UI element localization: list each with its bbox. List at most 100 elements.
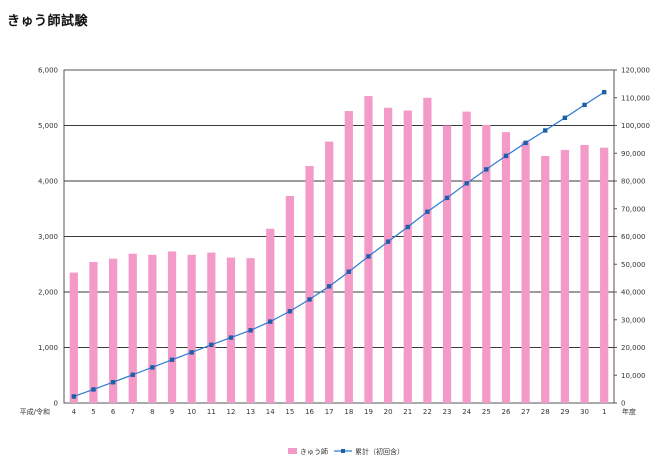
y-right-tick-label: 40,000 <box>621 289 646 297</box>
y-left-tick-label: 6,000 <box>38 67 58 75</box>
bar <box>462 111 471 403</box>
x-tick-label: 8 <box>150 408 154 416</box>
line-point <box>503 153 509 159</box>
bar <box>423 97 432 403</box>
x-tick-label: 28 <box>541 408 550 416</box>
y-right-tick-label: 20,000 <box>621 344 646 352</box>
bar <box>167 251 177 403</box>
bar <box>305 166 314 403</box>
y-right-tick-label: 70,000 <box>621 205 646 213</box>
line-point <box>189 350 194 355</box>
line-point <box>405 224 410 230</box>
x-tick-label: 15 <box>285 408 294 416</box>
line-point <box>582 102 587 108</box>
x-tick-label: 10 <box>187 408 196 416</box>
bar <box>541 156 550 403</box>
y-left-tick-label: 3,000 <box>38 233 58 241</box>
legend-line-marker <box>341 449 345 453</box>
bar <box>266 228 275 403</box>
bar <box>187 254 196 403</box>
bar <box>600 147 609 403</box>
y-right-tick-label: 110,000 <box>621 94 650 102</box>
line-point <box>130 372 135 377</box>
line-point <box>307 297 312 302</box>
line-point <box>425 209 430 214</box>
line-point <box>523 140 528 146</box>
y-left-tick-label: 2,000 <box>38 289 58 297</box>
x-tick-label: 7 <box>131 408 135 416</box>
x-tick-label: 17 <box>325 408 334 416</box>
y-right-tick-label: 120,000 <box>621 67 650 75</box>
x-tick-label: 13 <box>246 408 255 416</box>
x-tick-label: 24 <box>462 408 471 416</box>
y-right-tick-label: 100,000 <box>621 122 650 130</box>
y-right-tick-label: 90,000 <box>621 150 646 158</box>
legend-line-label: 累計（初回含） <box>355 447 404 456</box>
y-right-tick-label: 60,000 <box>621 233 646 241</box>
line-point <box>228 335 234 340</box>
bar <box>89 262 98 403</box>
x-tick-label: 21 <box>403 408 412 416</box>
y-right-tick-label: 0 <box>621 400 625 408</box>
x-tick-label: 9 <box>170 408 174 416</box>
bar <box>325 141 334 403</box>
x-tick-label: 22 <box>423 408 432 416</box>
line-point <box>169 357 175 362</box>
x-tick-label: 26 <box>502 408 511 416</box>
line-point <box>543 128 548 133</box>
x-tick-label: 6 <box>111 408 116 416</box>
bar <box>226 257 236 403</box>
bar <box>128 253 137 403</box>
x-tick-label: 30 <box>580 408 589 416</box>
x-tick-label: 29 <box>560 408 569 416</box>
x-tick-label: 14 <box>266 408 275 416</box>
legend-bar-label: きゅう師 <box>300 447 328 456</box>
cumulative-line <box>73 91 605 398</box>
line-point <box>248 328 253 333</box>
line-point <box>150 365 155 370</box>
line-point <box>71 394 77 399</box>
line-point <box>601 89 607 95</box>
bar <box>521 142 530 403</box>
y-right-tick-label: 50,000 <box>621 261 646 269</box>
line-point <box>385 239 391 244</box>
bar <box>207 252 216 403</box>
bar <box>442 125 452 403</box>
line-point <box>268 319 273 324</box>
bar <box>108 258 118 403</box>
bar <box>69 272 78 403</box>
line-point <box>484 167 489 172</box>
y-left-tick-label: 0 <box>54 400 58 408</box>
x-suffix-label: 年度 <box>622 407 636 416</box>
bar <box>580 144 589 404</box>
y-right-tick-label: 30,000 <box>621 316 646 324</box>
y-left-tick-label: 1,000 <box>38 344 58 352</box>
x-tick-label: 1 <box>602 408 606 416</box>
line-point <box>444 195 450 201</box>
legend-bar-swatch <box>288 448 297 454</box>
bar <box>560 149 570 403</box>
bar <box>482 124 491 403</box>
x-tick-label: 19 <box>364 408 373 416</box>
line-point <box>464 181 469 186</box>
x-tick-label: 23 <box>443 408 452 416</box>
line-point <box>287 309 293 314</box>
x-tick-label: 25 <box>482 408 491 416</box>
x-tick-label: 5 <box>91 408 95 416</box>
x-prefix-label: 平成/令和 <box>20 407 50 416</box>
line-point <box>110 380 116 385</box>
x-tick-label: 27 <box>521 408 530 416</box>
x-tick-label: 4 <box>72 408 77 416</box>
x-tick-label: 11 <box>207 408 216 416</box>
x-tick-label: 12 <box>227 408 236 416</box>
line-point <box>91 387 96 392</box>
line-point <box>326 284 332 289</box>
y-left-tick-label: 4,000 <box>38 178 58 186</box>
bar <box>285 195 295 403</box>
bar <box>344 111 353 403</box>
y-left-tick-label: 5,000 <box>38 122 58 130</box>
bar <box>364 96 373 404</box>
y-right-tick-label: 80,000 <box>621 178 646 186</box>
line-point <box>562 115 568 121</box>
